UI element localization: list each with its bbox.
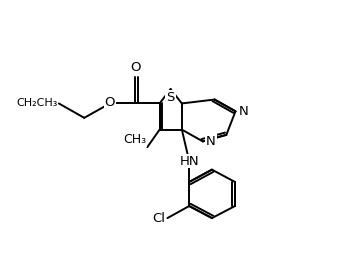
Text: CH₃: CH₃ bbox=[123, 133, 146, 146]
Text: HN: HN bbox=[179, 154, 199, 168]
Text: N: N bbox=[206, 135, 216, 148]
Text: O: O bbox=[105, 96, 115, 109]
Text: S: S bbox=[166, 91, 175, 104]
Text: O: O bbox=[130, 61, 141, 74]
Text: N: N bbox=[239, 105, 249, 118]
Text: CH₂CH₃: CH₂CH₃ bbox=[16, 99, 57, 108]
Text: Cl: Cl bbox=[152, 212, 165, 225]
